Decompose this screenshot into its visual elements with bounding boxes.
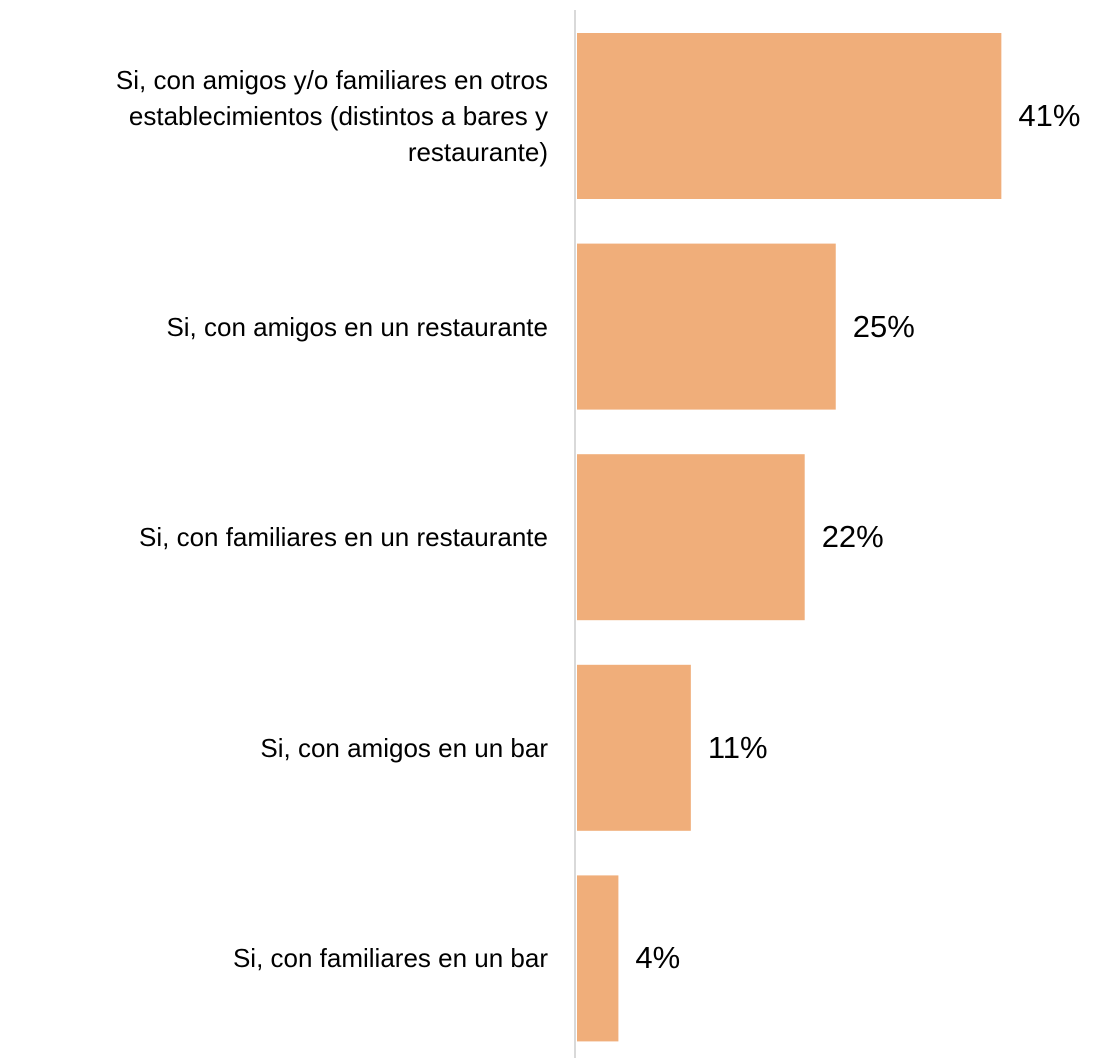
value-label-text: 25% [852, 308, 915, 344]
value-label: 4% [635, 940, 680, 976]
category-label-text: Si, con familiares en un restaurante [139, 522, 548, 553]
bar [577, 664, 691, 831]
category-label-text: Si, con familiares en un bar [232, 943, 548, 974]
bar [577, 875, 619, 1042]
bar [577, 454, 805, 621]
category-label: Si, con familiares en un bar [0, 940, 548, 976]
value-label: 25% [853, 309, 915, 345]
category-label-text: Si, con amigos en un restaurante [166, 311, 548, 342]
bar [577, 33, 1002, 199]
value-label: 11% [708, 730, 768, 766]
value-label-text: 11% [707, 729, 768, 765]
category-label-text: Si, con amigos en un bar [260, 732, 548, 763]
category-label: Si, con familiares en un restaurante [0, 519, 548, 555]
value-label: 41% [1018, 98, 1080, 134]
value-label-text: 41% [1018, 98, 1081, 133]
bar [577, 243, 836, 410]
category-label: Si, con amigos y/o familiares en otros e… [0, 62, 548, 170]
value-label-text: 22% [821, 519, 884, 555]
category-label: Si, con amigos en un bar [0, 730, 548, 766]
value-label: 22% [822, 519, 884, 555]
category-label-text: Si, con amigos y/o familiares en otros e… [115, 65, 548, 167]
value-label-text: 4% [635, 940, 681, 976]
category-label: Si, con amigos en un restaurante [0, 309, 548, 345]
